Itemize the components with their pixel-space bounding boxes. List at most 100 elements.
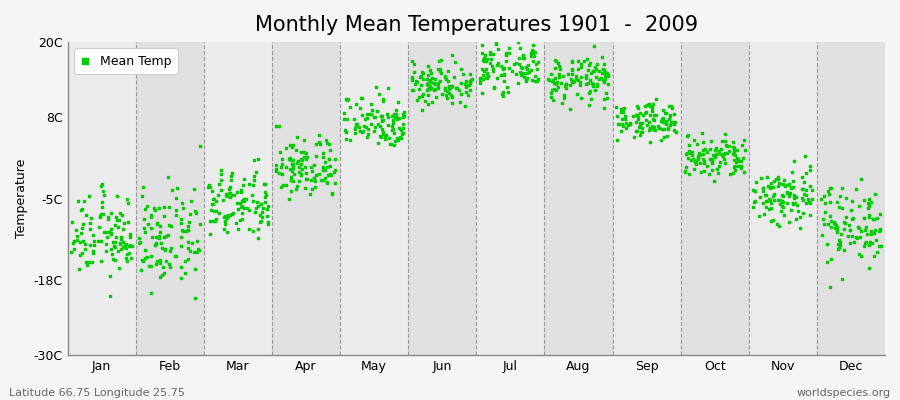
Text: Latitude 66.75 Longitude 25.75: Latitude 66.75 Longitude 25.75	[9, 388, 184, 398]
Mean Temp	[482, 51, 497, 58]
Mean Temp	[290, 183, 304, 189]
Mean Temp	[99, 228, 113, 235]
Mean Temp	[183, 248, 197, 254]
Mean Temp	[278, 145, 293, 151]
Mean Temp	[687, 136, 701, 143]
Mean Temp	[158, 270, 172, 276]
Mean Temp	[573, 79, 588, 85]
Mean Temp	[361, 126, 375, 132]
Mean Temp	[391, 98, 405, 105]
Y-axis label: Temperature: Temperature	[15, 159, 28, 238]
Mean Temp	[109, 234, 123, 240]
Mean Temp	[583, 88, 598, 94]
Mean Temp	[835, 185, 850, 191]
Mean Temp	[428, 80, 442, 86]
Mean Temp	[796, 186, 810, 193]
Mean Temp	[862, 203, 877, 210]
Mean Temp	[662, 112, 677, 119]
Mean Temp	[445, 83, 459, 89]
Mean Temp	[356, 95, 370, 101]
Mean Temp	[437, 87, 452, 93]
Mean Temp	[234, 204, 248, 210]
Mean Temp	[328, 179, 343, 186]
Mean Temp	[183, 211, 197, 218]
Mean Temp	[698, 160, 712, 166]
Mean Temp	[412, 74, 427, 80]
Mean Temp	[515, 70, 529, 76]
Mean Temp	[854, 176, 868, 182]
Mean Temp	[554, 100, 569, 106]
Mean Temp	[479, 74, 493, 81]
Mean Temp	[617, 116, 632, 122]
Mean Temp	[599, 95, 614, 101]
Mean Temp	[120, 251, 134, 258]
Mean Temp	[546, 86, 561, 93]
Mean Temp	[284, 144, 299, 150]
Mean Temp	[206, 218, 220, 224]
Mean Temp	[133, 239, 148, 245]
Mean Temp	[191, 245, 205, 252]
Mean Temp	[873, 211, 887, 217]
Mean Temp	[242, 181, 256, 187]
Mean Temp	[343, 104, 357, 110]
Mean Temp	[659, 118, 673, 125]
Mean Temp	[590, 82, 604, 88]
Mean Temp	[304, 168, 319, 174]
Mean Temp	[544, 71, 558, 77]
Mean Temp	[442, 86, 456, 92]
Mean Temp	[207, 208, 221, 214]
Mean Temp	[110, 217, 124, 224]
Mean Temp	[353, 128, 367, 134]
Mean Temp	[413, 73, 428, 80]
Mean Temp	[524, 50, 538, 56]
Mean Temp	[634, 129, 648, 135]
Mean Temp	[559, 85, 573, 92]
Mean Temp	[767, 191, 781, 197]
Mean Temp	[542, 77, 556, 83]
Mean Temp	[254, 201, 268, 207]
Mean Temp	[726, 151, 741, 157]
Mean Temp	[214, 166, 229, 173]
Mean Temp	[649, 96, 663, 102]
Mean Temp	[357, 123, 372, 130]
Mean Temp	[372, 91, 386, 97]
Mean Temp	[237, 204, 251, 211]
Mean Temp	[260, 221, 274, 227]
Mean Temp	[867, 216, 881, 222]
Mean Temp	[722, 143, 736, 149]
Mean Temp	[140, 221, 155, 228]
Mean Temp	[642, 127, 656, 134]
Mean Temp	[497, 65, 511, 72]
Mean Temp	[145, 234, 159, 240]
Mean Temp	[664, 103, 679, 109]
Mean Temp	[240, 204, 255, 211]
Mean Temp	[525, 50, 539, 56]
Mean Temp	[592, 68, 607, 74]
Mean Temp	[513, 68, 527, 75]
Mean Temp	[651, 123, 665, 130]
Mean Temp	[796, 210, 810, 216]
Mean Temp	[518, 78, 533, 84]
Mean Temp	[220, 193, 234, 199]
Mean Temp	[297, 149, 311, 156]
Mean Temp	[206, 201, 220, 208]
Mean Temp	[830, 198, 844, 205]
Mean Temp	[778, 183, 792, 189]
Mean Temp	[756, 185, 770, 192]
Mean Temp	[822, 190, 836, 197]
Mean Temp	[105, 251, 120, 257]
Mean Temp	[824, 256, 838, 262]
Mean Temp	[734, 158, 748, 164]
Mean Temp	[763, 184, 778, 190]
Mean Temp	[802, 198, 816, 205]
Mean Temp	[389, 111, 403, 118]
Mean Temp	[79, 212, 94, 218]
Mean Temp	[386, 111, 400, 118]
Mean Temp	[598, 74, 612, 80]
Mean Temp	[150, 258, 165, 264]
Mean Temp	[465, 76, 480, 82]
Mean Temp	[143, 212, 157, 218]
Mean Temp	[428, 94, 443, 100]
Mean Temp	[222, 190, 237, 196]
Mean Temp	[123, 231, 138, 237]
